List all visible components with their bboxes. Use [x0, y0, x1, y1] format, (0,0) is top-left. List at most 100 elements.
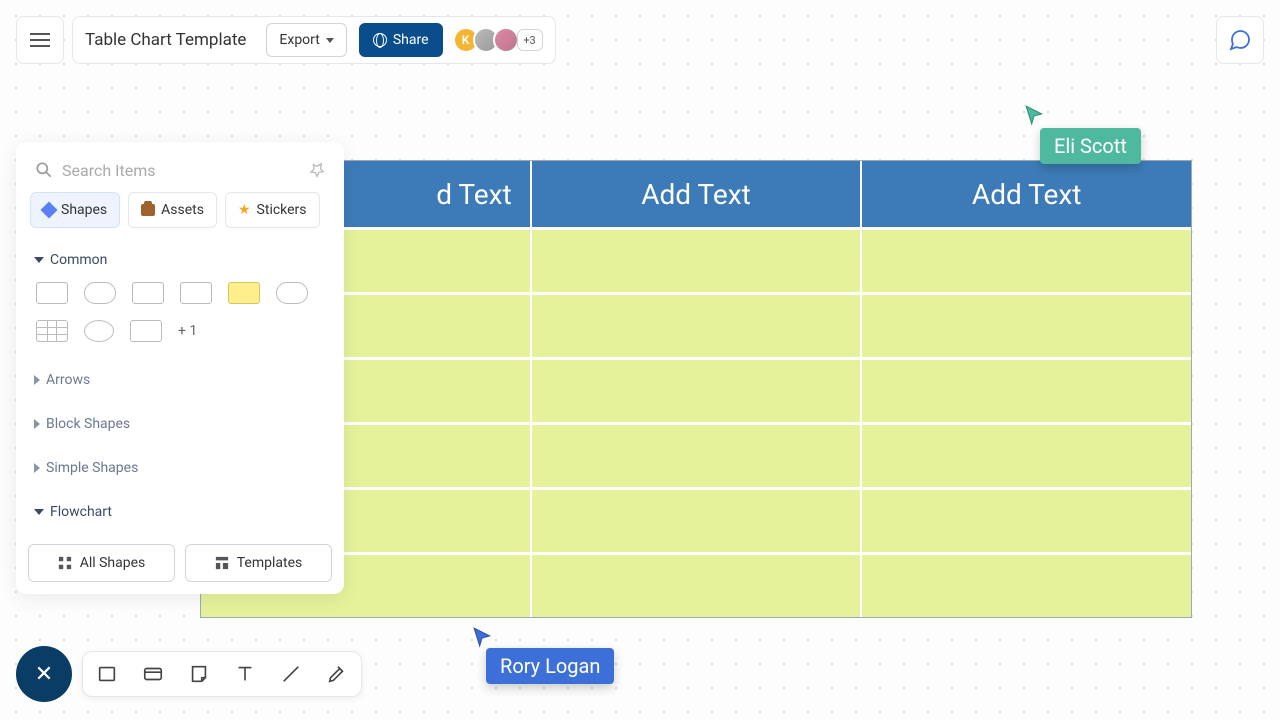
templates-button[interactable]: Templates — [185, 544, 332, 582]
table-cell[interactable] — [862, 487, 1191, 552]
tab-stickers[interactable]: ★ Stickers — [225, 192, 320, 228]
section-header-simple-shapes[interactable]: Simple Shapes — [34, 452, 326, 484]
cursor-icon — [1024, 104, 1046, 126]
table-header-cell[interactable]: Add Text — [862, 161, 1191, 227]
avatar-overflow[interactable]: +3 — [517, 29, 543, 51]
tool-card[interactable] — [139, 660, 167, 688]
shape-thumb[interactable] — [132, 282, 164, 304]
button-label: All Shapes — [80, 555, 146, 571]
table-cell[interactable] — [862, 292, 1191, 357]
avatar[interactable] — [493, 27, 519, 53]
section-flowchart: Flowchart — [28, 490, 332, 534]
pin-icon[interactable] — [308, 161, 326, 179]
section-title: Arrows — [46, 372, 90, 388]
shape-thumb-table[interactable] — [36, 320, 68, 342]
table-cell[interactable] — [862, 422, 1191, 487]
close-icon: ✕ — [35, 662, 53, 687]
table-cell[interactable] — [532, 227, 863, 292]
table-cell[interactable] — [532, 292, 863, 357]
tab-label: Stickers — [257, 202, 307, 218]
section-arrows: Arrows — [28, 358, 332, 402]
section-header-block-shapes[interactable]: Block Shapes — [34, 408, 326, 440]
comments-button[interactable] — [1216, 16, 1264, 64]
globe-icon — [373, 33, 387, 47]
chevron-right-icon — [34, 375, 40, 385]
section-title: Flowchart — [50, 504, 112, 520]
section-title: Common — [50, 252, 107, 268]
shape-thumb[interactable] — [180, 282, 212, 304]
search-row — [28, 156, 332, 192]
section-header-flowchart[interactable]: Flowchart — [34, 496, 326, 528]
tool-line[interactable] — [277, 660, 305, 688]
document-title[interactable]: Table Chart Template — [85, 30, 254, 50]
diamond-icon — [41, 202, 58, 219]
shapes-panel: Shapes Assets ★ Stickers Common + 1 Arrow… — [16, 142, 344, 594]
tab-shapes[interactable]: Shapes — [30, 192, 120, 228]
table-row — [201, 227, 1191, 292]
table-cell[interactable] — [862, 552, 1191, 617]
close-panel-button[interactable]: ✕ — [16, 646, 72, 702]
common-shapes-grid-2: + 1 — [34, 314, 326, 352]
top-toolbar: Table Chart Template Export Share K +3 — [16, 16, 556, 64]
star-icon: ★ — [238, 202, 251, 218]
share-button[interactable]: Share — [359, 23, 443, 57]
table-header-row: d Text Add Text Add Text — [201, 161, 1191, 227]
section-common: Common + 1 — [28, 238, 332, 358]
shape-thumb-ellipse[interactable] — [84, 320, 114, 342]
table-cell[interactable] — [532, 422, 863, 487]
shape-thumb[interactable] — [84, 282, 116, 304]
table-row — [201, 487, 1191, 552]
panel-tabs: Shapes Assets ★ Stickers — [28, 192, 332, 238]
all-shapes-button[interactable]: All Shapes — [28, 544, 175, 582]
table-cell[interactable] — [532, 552, 863, 617]
tool-highlighter[interactable] — [323, 660, 351, 688]
chevron-right-icon — [34, 419, 40, 429]
hamburger-menu-button[interactable] — [16, 16, 64, 64]
section-simple: Simple Shapes — [28, 446, 332, 490]
shape-thumb[interactable] — [276, 282, 308, 304]
shape-thumb[interactable] — [36, 282, 68, 304]
table-body — [201, 227, 1191, 617]
section-block: Block Shapes — [28, 402, 332, 446]
section-header-arrows[interactable]: Arrows — [34, 364, 326, 396]
tool-sticky-note[interactable] — [185, 660, 213, 688]
document-header-group: Table Chart Template Export Share K +3 — [72, 16, 556, 64]
common-shapes-grid — [34, 276, 326, 314]
table-cell[interactable] — [862, 357, 1191, 422]
search-icon — [34, 160, 54, 180]
table-chart[interactable]: d Text Add Text Add Text — [200, 160, 1192, 618]
table-row — [201, 422, 1191, 487]
tab-label: Shapes — [61, 202, 107, 218]
more-shapes-count[interactable]: + 1 — [178, 323, 197, 339]
tool-text[interactable] — [231, 660, 259, 688]
table-row — [201, 357, 1191, 422]
bottom-toolbar: ✕ — [16, 646, 362, 702]
cursor-icon — [472, 626, 494, 648]
table-cell[interactable] — [532, 487, 863, 552]
table-cell[interactable] — [862, 227, 1191, 292]
search-input[interactable] — [62, 161, 300, 180]
collaborator-avatars: K +3 — [459, 27, 543, 53]
export-label: Export — [279, 32, 319, 48]
table-cell[interactable] — [532, 357, 863, 422]
chevron-right-icon — [34, 463, 40, 473]
drawing-tools — [82, 651, 362, 697]
section-title: Simple Shapes — [46, 460, 138, 476]
section-header-common[interactable]: Common — [34, 244, 326, 276]
chevron-down-icon — [34, 257, 44, 263]
cursor-label: Rory Logan — [486, 648, 614, 684]
template-icon — [215, 556, 229, 570]
briefcase-icon — [141, 204, 155, 216]
tab-assets[interactable]: Assets — [128, 192, 217, 228]
caret-down-icon — [326, 38, 334, 43]
shape-thumb-sticky[interactable] — [228, 282, 260, 304]
hamburger-icon — [30, 33, 50, 47]
button-label: Templates — [237, 555, 303, 571]
export-button[interactable]: Export — [266, 23, 346, 57]
speech-bubble-icon — [1228, 28, 1252, 52]
cursor-label: Eli Scott — [1040, 128, 1141, 164]
shape-thumb-rect[interactable] — [130, 320, 162, 342]
table-header-cell[interactable]: Add Text — [532, 161, 863, 227]
tool-rectangle[interactable] — [93, 660, 121, 688]
table-row — [201, 292, 1191, 357]
